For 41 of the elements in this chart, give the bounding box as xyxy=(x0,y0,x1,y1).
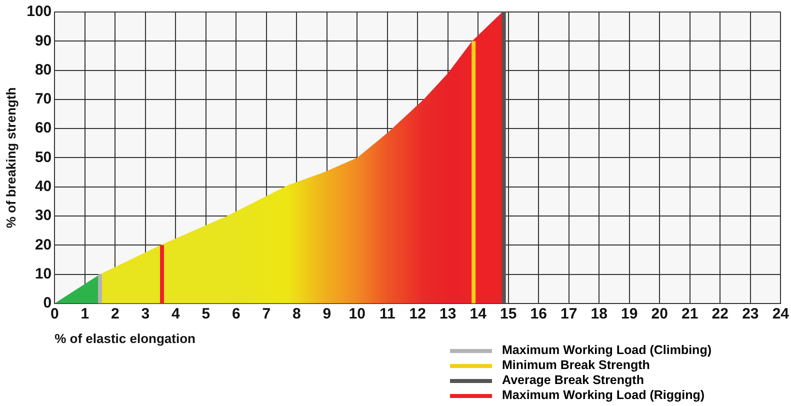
y-tick-label: 20 xyxy=(34,236,52,254)
y-axis-title: % of breaking strength xyxy=(3,87,18,228)
x-tick-label: 3 xyxy=(141,306,150,323)
y-tick-label: 0 xyxy=(43,294,52,312)
legend-label: Average Break Strength xyxy=(502,373,644,388)
x-tick-label: 7 xyxy=(262,306,271,323)
x-tick-label: 4 xyxy=(171,306,180,323)
x-tick-label: 14 xyxy=(470,306,488,323)
x-tick-label: 18 xyxy=(590,306,608,323)
x-tick-label: 9 xyxy=(322,306,332,323)
y-tick-label: 30 xyxy=(34,207,52,224)
x-tick-label: 24 xyxy=(772,306,790,323)
y-tick-label: 80 xyxy=(34,61,52,78)
x-tick-label: 13 xyxy=(440,306,456,323)
x-tick-label: 1 xyxy=(80,306,90,323)
x-tick-label: 11 xyxy=(379,306,396,323)
x-tick-label: 10 xyxy=(348,306,366,323)
x-tick-label: 20 xyxy=(651,306,668,323)
x-tick-label: 8 xyxy=(292,306,301,323)
y-tick-label: 100 xyxy=(26,3,52,20)
x-axis-title: % of elastic elongation xyxy=(54,330,196,346)
x-tick-label: 19 xyxy=(621,306,638,323)
x-tick-label: 6 xyxy=(232,306,240,323)
y-tick-label: 70 xyxy=(34,90,52,108)
x-tick-label: 23 xyxy=(742,306,759,323)
x-tick-label: 2 xyxy=(110,306,120,323)
x-tick-label: 16 xyxy=(530,306,547,323)
y-tick-label: 40 xyxy=(34,178,52,195)
x-tick-label: 12 xyxy=(409,306,426,323)
y-tick-label: 50 xyxy=(34,148,52,166)
legend-label: Maximum Working Load (Rigging) xyxy=(502,388,705,403)
x-tick-label: 17 xyxy=(560,306,578,323)
x-tick-label: 22 xyxy=(712,306,728,323)
x-tick-label: 15 xyxy=(500,306,517,323)
x-tick-label: 21 xyxy=(682,306,698,323)
legend-label: Maximum Working Load (Climbing) xyxy=(502,343,712,358)
y-tick-label: 60 xyxy=(34,120,52,137)
y-tick-label: 90 xyxy=(34,32,52,50)
legend-label: Minimum Break Strength xyxy=(502,358,650,373)
y-tick-label: 10 xyxy=(34,265,52,282)
x-tick-label: 5 xyxy=(202,306,210,323)
